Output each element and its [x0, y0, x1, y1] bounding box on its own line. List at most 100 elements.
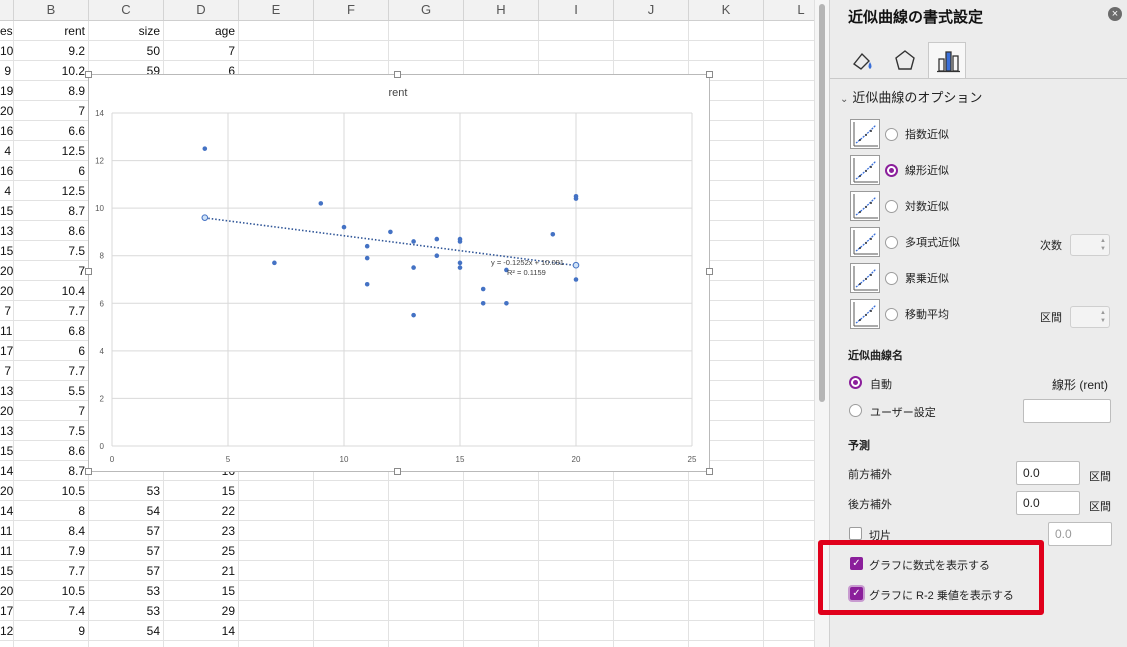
column-header-e[interactable]: E — [239, 0, 314, 20]
table-cell[interactable]: 8.6 — [14, 441, 89, 460]
column-header-h[interactable]: H — [464, 0, 539, 20]
table-cell[interactable]: 10.2 — [14, 61, 89, 80]
effects-tab[interactable] — [886, 42, 924, 78]
options-tab[interactable] — [928, 42, 966, 78]
table-cell[interactable]: 14 — [0, 501, 14, 520]
table-cell[interactable]: 9.2 — [14, 41, 89, 60]
table-cell[interactable]: es — [0, 21, 14, 40]
table-cell[interactable]: 8 — [14, 501, 89, 520]
resize-handle[interactable] — [706, 468, 713, 475]
trendline-option[interactable]: 線形近似 — [850, 155, 1120, 189]
table-cell[interactable]: 15 — [0, 561, 14, 580]
table-cell[interactable]: 11 — [0, 541, 14, 560]
table-cell[interactable]: 21 — [164, 561, 239, 580]
table-cell[interactable]: 23 — [164, 521, 239, 540]
table-cell[interactable]: 19 — [0, 81, 14, 100]
table-cell[interactable]: 54 — [89, 621, 164, 640]
column-header-f[interactable]: F — [314, 0, 389, 20]
table-cell[interactable]: 7 — [0, 301, 14, 320]
scrollbar-thumb[interactable] — [819, 4, 825, 402]
table-row[interactable]: 12 9 54 14 — [0, 621, 814, 641]
table-cell[interactable]: 7.7 — [14, 361, 89, 380]
table-cell[interactable]: 7.5 — [14, 241, 89, 260]
table-cell[interactable]: 10.5 — [14, 481, 89, 500]
table-cell[interactable]: 57 — [89, 561, 164, 580]
trendline-option[interactable]: 対数近似 — [850, 191, 1120, 225]
intercept-input[interactable]: 0.0 — [1048, 522, 1112, 546]
trendline-options-section[interactable]: ⌄ 近似曲線のオプション — [840, 87, 982, 106]
table-cell[interactable]: 10.5 — [14, 581, 89, 600]
table-cell[interactable]: 6.6 — [14, 121, 89, 140]
table-cell[interactable]: 16 — [0, 161, 14, 180]
table-cell[interactable]: 8.6 — [14, 221, 89, 240]
table-cell[interactable]: 9 — [0, 61, 14, 80]
order-spinner[interactable]: ▲ ▼ — [1070, 234, 1110, 256]
forward-input[interactable]: 0.0 — [1016, 461, 1080, 485]
table-cell[interactable]: 29 — [164, 601, 239, 620]
table-cell[interactable]: 13 — [0, 421, 14, 440]
table-cell[interactable]: 25 — [164, 541, 239, 560]
table-cell[interactable]: 7.5 — [14, 421, 89, 440]
table-cell[interactable]: 8.7 — [14, 201, 89, 220]
table-row[interactable]: 20 10.5 53 15 — [0, 481, 814, 501]
table-cell[interactable]: 13 — [0, 381, 14, 400]
trendline-option-radio[interactable] — [885, 200, 898, 213]
table-cell[interactable]: 7 — [14, 261, 89, 280]
table-row[interactable]: 11 8.4 57 23 — [0, 521, 814, 541]
trendline-option[interactable]: 移動平均 — [850, 299, 1120, 333]
trendline-option-radio[interactable] — [885, 272, 898, 285]
period-spinner[interactable]: ▲ ▼ — [1070, 306, 1110, 328]
column-header-c[interactable]: C — [89, 0, 164, 20]
table-cell[interactable]: 7 — [14, 101, 89, 120]
table-cell[interactable]: 20 — [0, 101, 14, 120]
trendline-option[interactable]: 多項式近似 — [850, 227, 1120, 261]
table-cell[interactable]: 15 — [0, 241, 14, 260]
resize-handle[interactable] — [85, 468, 92, 475]
table-cell[interactable]: 20 — [0, 281, 14, 300]
table-cell[interactable]: 15 — [164, 581, 239, 600]
table-cell[interactable]: 16 — [0, 121, 14, 140]
table-row[interactable]: es rent size age — [0, 21, 814, 41]
table-cell[interactable]: 12.5 — [14, 141, 89, 160]
table-cell[interactable]: 53 — [89, 601, 164, 620]
table-cell[interactable]: 5.5 — [14, 381, 89, 400]
table-cell[interactable]: 7.4 — [14, 601, 89, 620]
vertical-scrollbar[interactable] — [814, 0, 829, 647]
table-cell[interactable]: 14 — [164, 621, 239, 640]
table-cell[interactable]: 53 — [89, 481, 164, 500]
trendline-option[interactable]: 累乗近似 — [850, 263, 1120, 297]
custom-name-radio[interactable] — [849, 404, 862, 417]
table-cell[interactable]: 17 — [0, 601, 14, 620]
auto-name-radio[interactable] — [849, 376, 862, 389]
table-cell[interactable]: 8.9 — [14, 81, 89, 100]
column-header-d[interactable]: D — [164, 0, 239, 20]
table-cell[interactable]: 12 — [0, 621, 14, 640]
table-cell[interactable]: 4 — [0, 181, 14, 200]
table-cell[interactable]: 6 — [14, 161, 89, 180]
backward-input[interactable]: 0.0 — [1016, 491, 1080, 515]
table-cell[interactable]: 6 — [14, 341, 89, 360]
resize-handle[interactable] — [394, 71, 401, 78]
table-row[interactable]: 20 10.5 53 15 — [0, 581, 814, 601]
table-cell[interactable]: 7.7 — [14, 561, 89, 580]
table-cell[interactable]: 15 — [164, 481, 239, 500]
table-cell[interactable]: 10 — [0, 41, 14, 60]
table-cell[interactable]: 22 — [164, 501, 239, 520]
table-cell[interactable]: 11 — [0, 521, 14, 540]
cell-grid[interactable]: es rent size age 10 9.2 50 7 9 10.2 59 6 19 8.9 20 7 16 6… — [0, 21, 814, 647]
fill-line-tab[interactable] — [844, 42, 882, 78]
table-cell[interactable]: 7 — [14, 401, 89, 420]
column-header-k[interactable]: K — [689, 0, 764, 20]
table-cell[interactable]: age — [164, 21, 239, 40]
table-cell[interactable]: 8.7 — [14, 461, 89, 480]
show-equation-checkbox[interactable]: ✓ — [850, 557, 863, 570]
table-cell[interactable]: 20 — [0, 261, 14, 280]
table-cell[interactable]: 9 — [14, 621, 89, 640]
table-cell[interactable]: 20 — [0, 581, 14, 600]
table-cell[interactable]: 7.9 — [14, 541, 89, 560]
table-row[interactable]: 15 7.7 57 21 — [0, 561, 814, 581]
table-cell[interactable]: 8.4 — [14, 521, 89, 540]
table-cell[interactable]: 50 — [89, 41, 164, 60]
table-cell[interactable]: 4 — [0, 141, 14, 160]
table-cell[interactable]: 54 — [89, 501, 164, 520]
